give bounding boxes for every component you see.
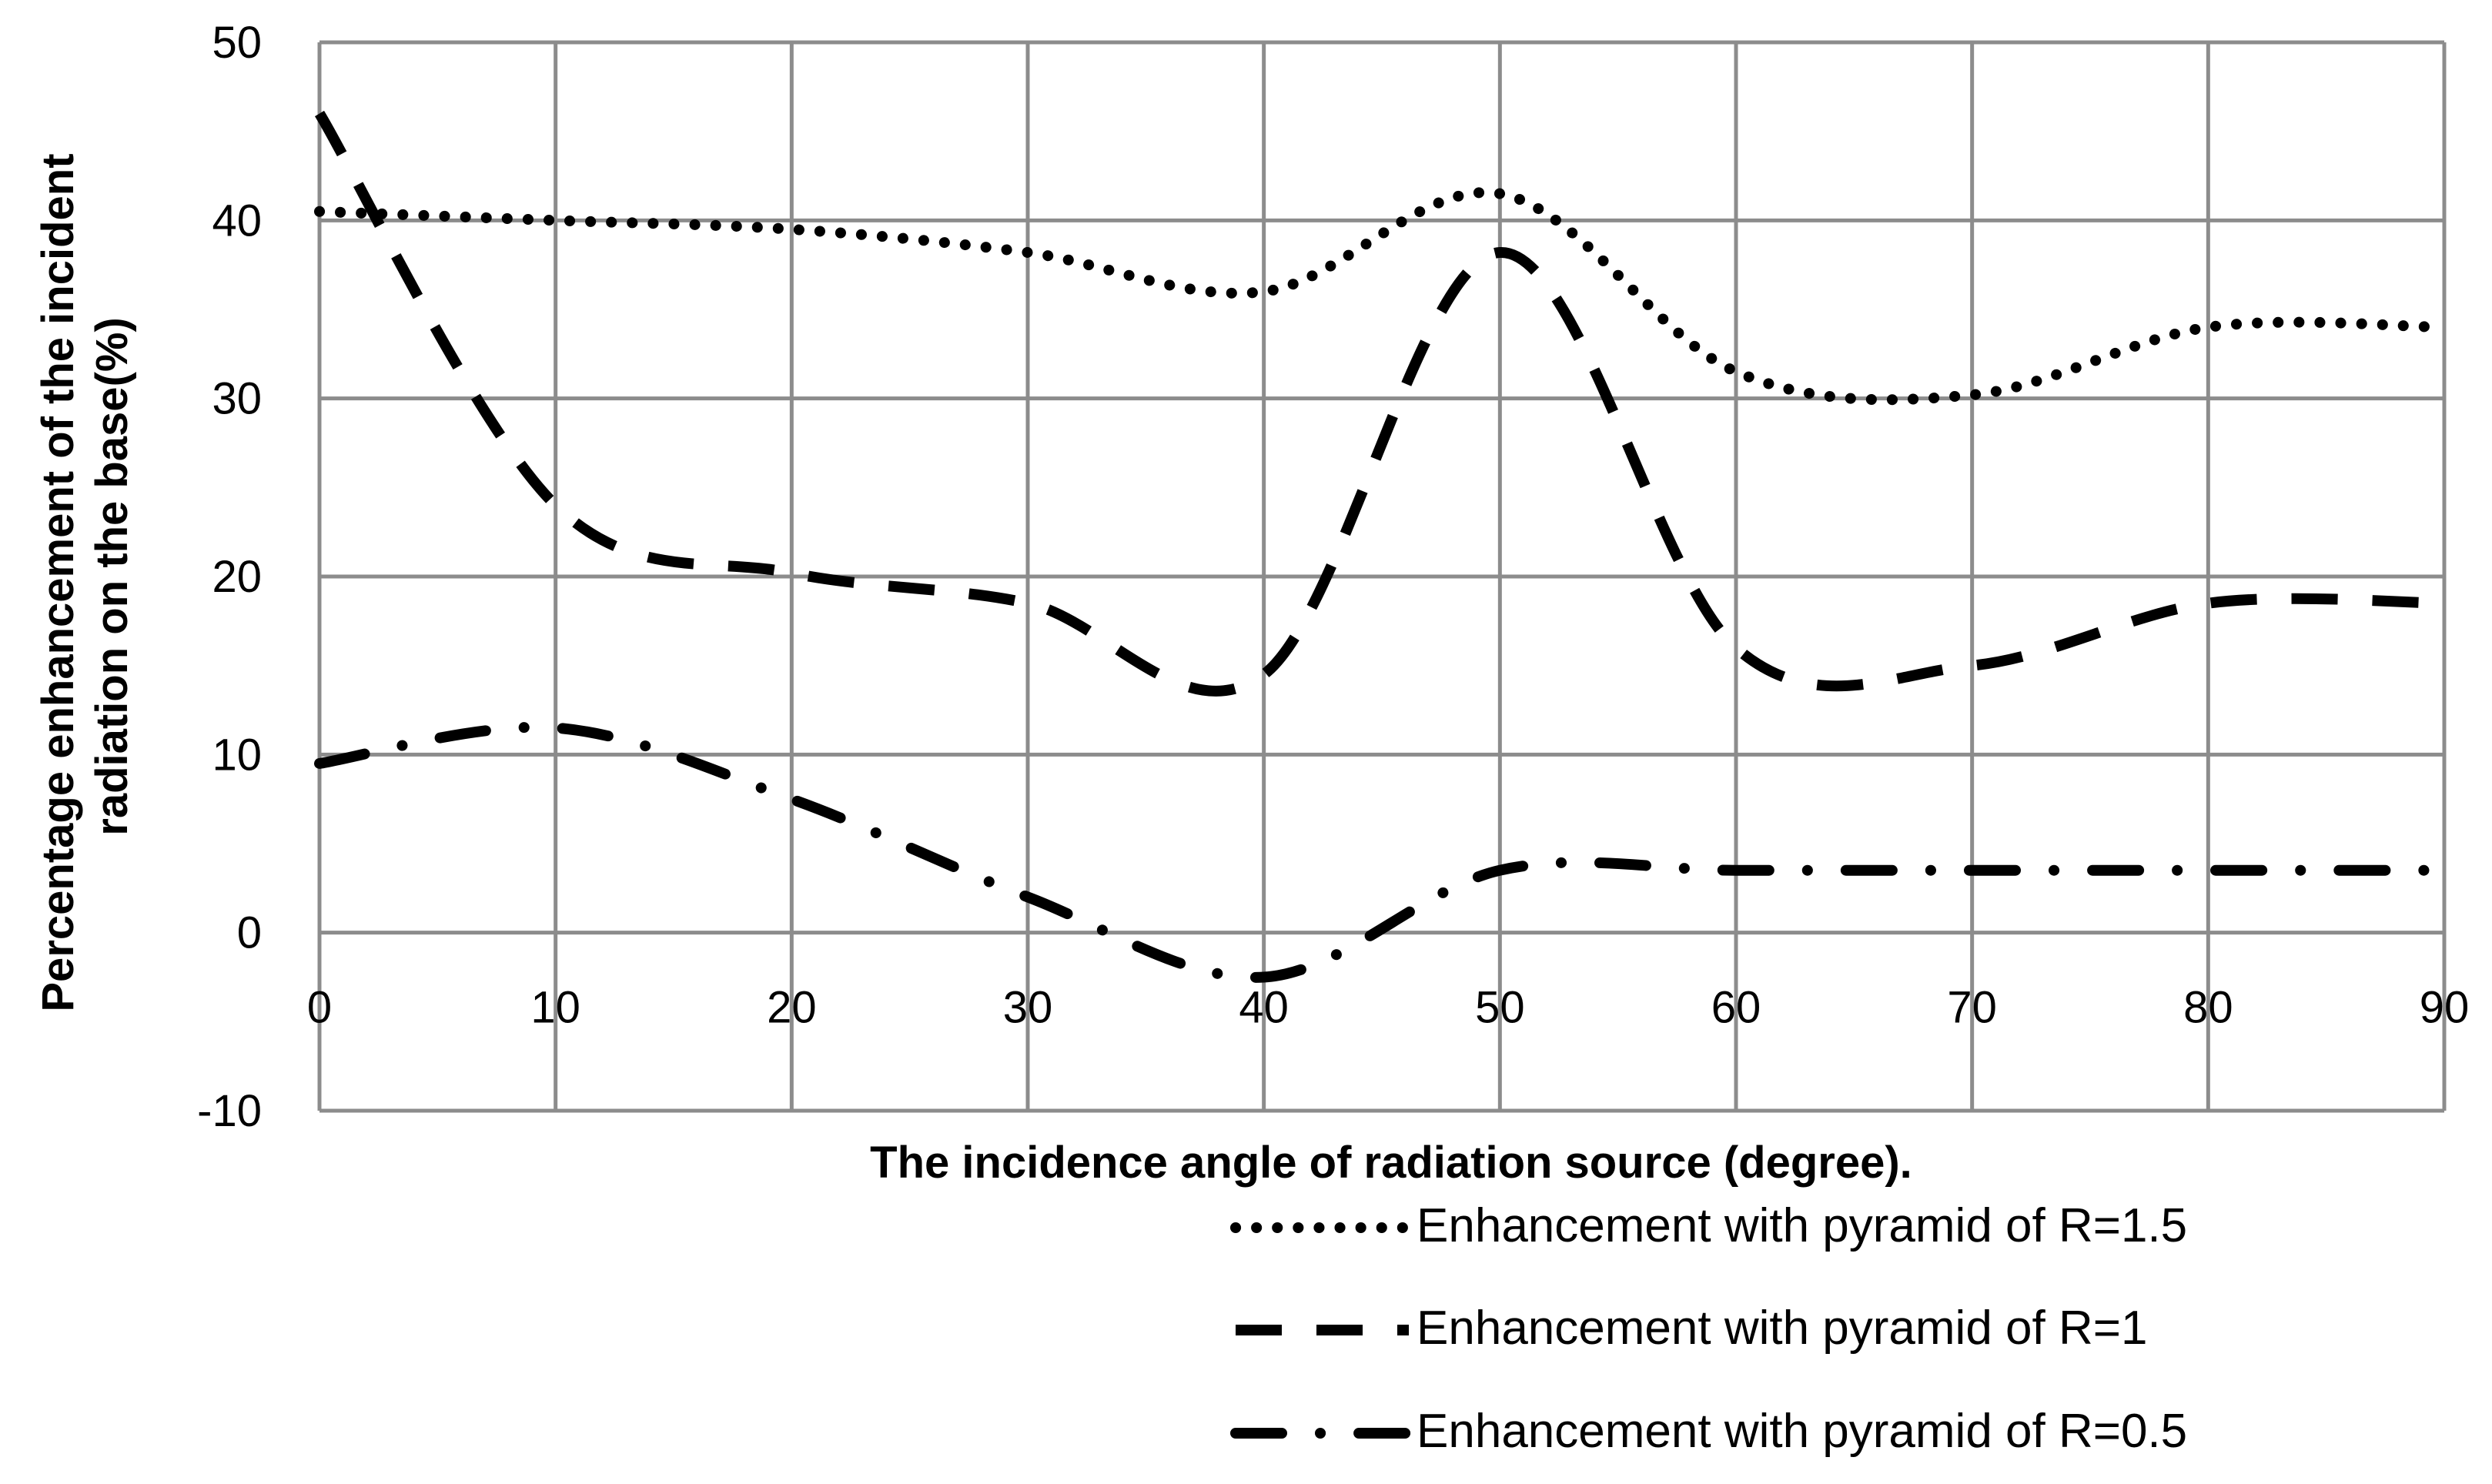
x-tick-label: 70	[1947, 983, 1997, 1033]
x-tick-label: 20	[767, 983, 817, 1033]
y-tick-label: -10	[197, 1086, 262, 1136]
y-tick-label: 30	[212, 374, 262, 424]
y-tick-label: 40	[212, 196, 262, 246]
y-tick-label: 10	[212, 730, 262, 780]
x-tick-label: 30	[1003, 983, 1053, 1033]
y-axis-title-line-2: radiation on the base(%)	[87, 317, 137, 836]
series-line-2	[315, 110, 2445, 697]
gridlines	[317, 40, 2447, 1113]
legend-label-1: Enhancement with pyramid of R=1.5	[1417, 1199, 2187, 1252]
y-axis-title-line-1: Percentage enhancement of the incident	[33, 153, 83, 1011]
y-tick-label: 50	[212, 18, 262, 68]
x-tick-label: 90	[2420, 983, 2470, 1033]
legend: Enhancement with pyramid of R=1.5 Enhance…	[1230, 1199, 2187, 1458]
y-axis-title: Percentage enhancement of the incident r…	[33, 141, 137, 1011]
x-tick-label: 50	[1475, 983, 1525, 1033]
x-tick-label: 0	[307, 983, 332, 1033]
x-tick-label: 40	[1239, 983, 1289, 1033]
series-line-1	[314, 187, 2450, 406]
y-axis-ticks: -10 0 10 20 30 40 50	[197, 18, 262, 1136]
legend-label-2: Enhancement with pyramid of R=1	[1417, 1302, 2147, 1355]
plot-series	[314, 110, 2450, 983]
y-tick-label: 0	[237, 908, 262, 958]
x-axis-title: The incidence angle of radiation source …	[870, 1138, 1912, 1188]
x-tick-label: 60	[1711, 983, 1761, 1033]
x-axis-ticks: 0 10 20 30 40 50 60 70 80 90	[307, 983, 2469, 1033]
y-tick-label: 20	[212, 552, 262, 602]
legend-label-3: Enhancement with pyramid of R=0.5	[1417, 1405, 2187, 1458]
x-tick-label: 80	[2183, 983, 2233, 1033]
x-tick-label: 10	[530, 983, 580, 1033]
series-line-3	[314, 721, 2450, 983]
